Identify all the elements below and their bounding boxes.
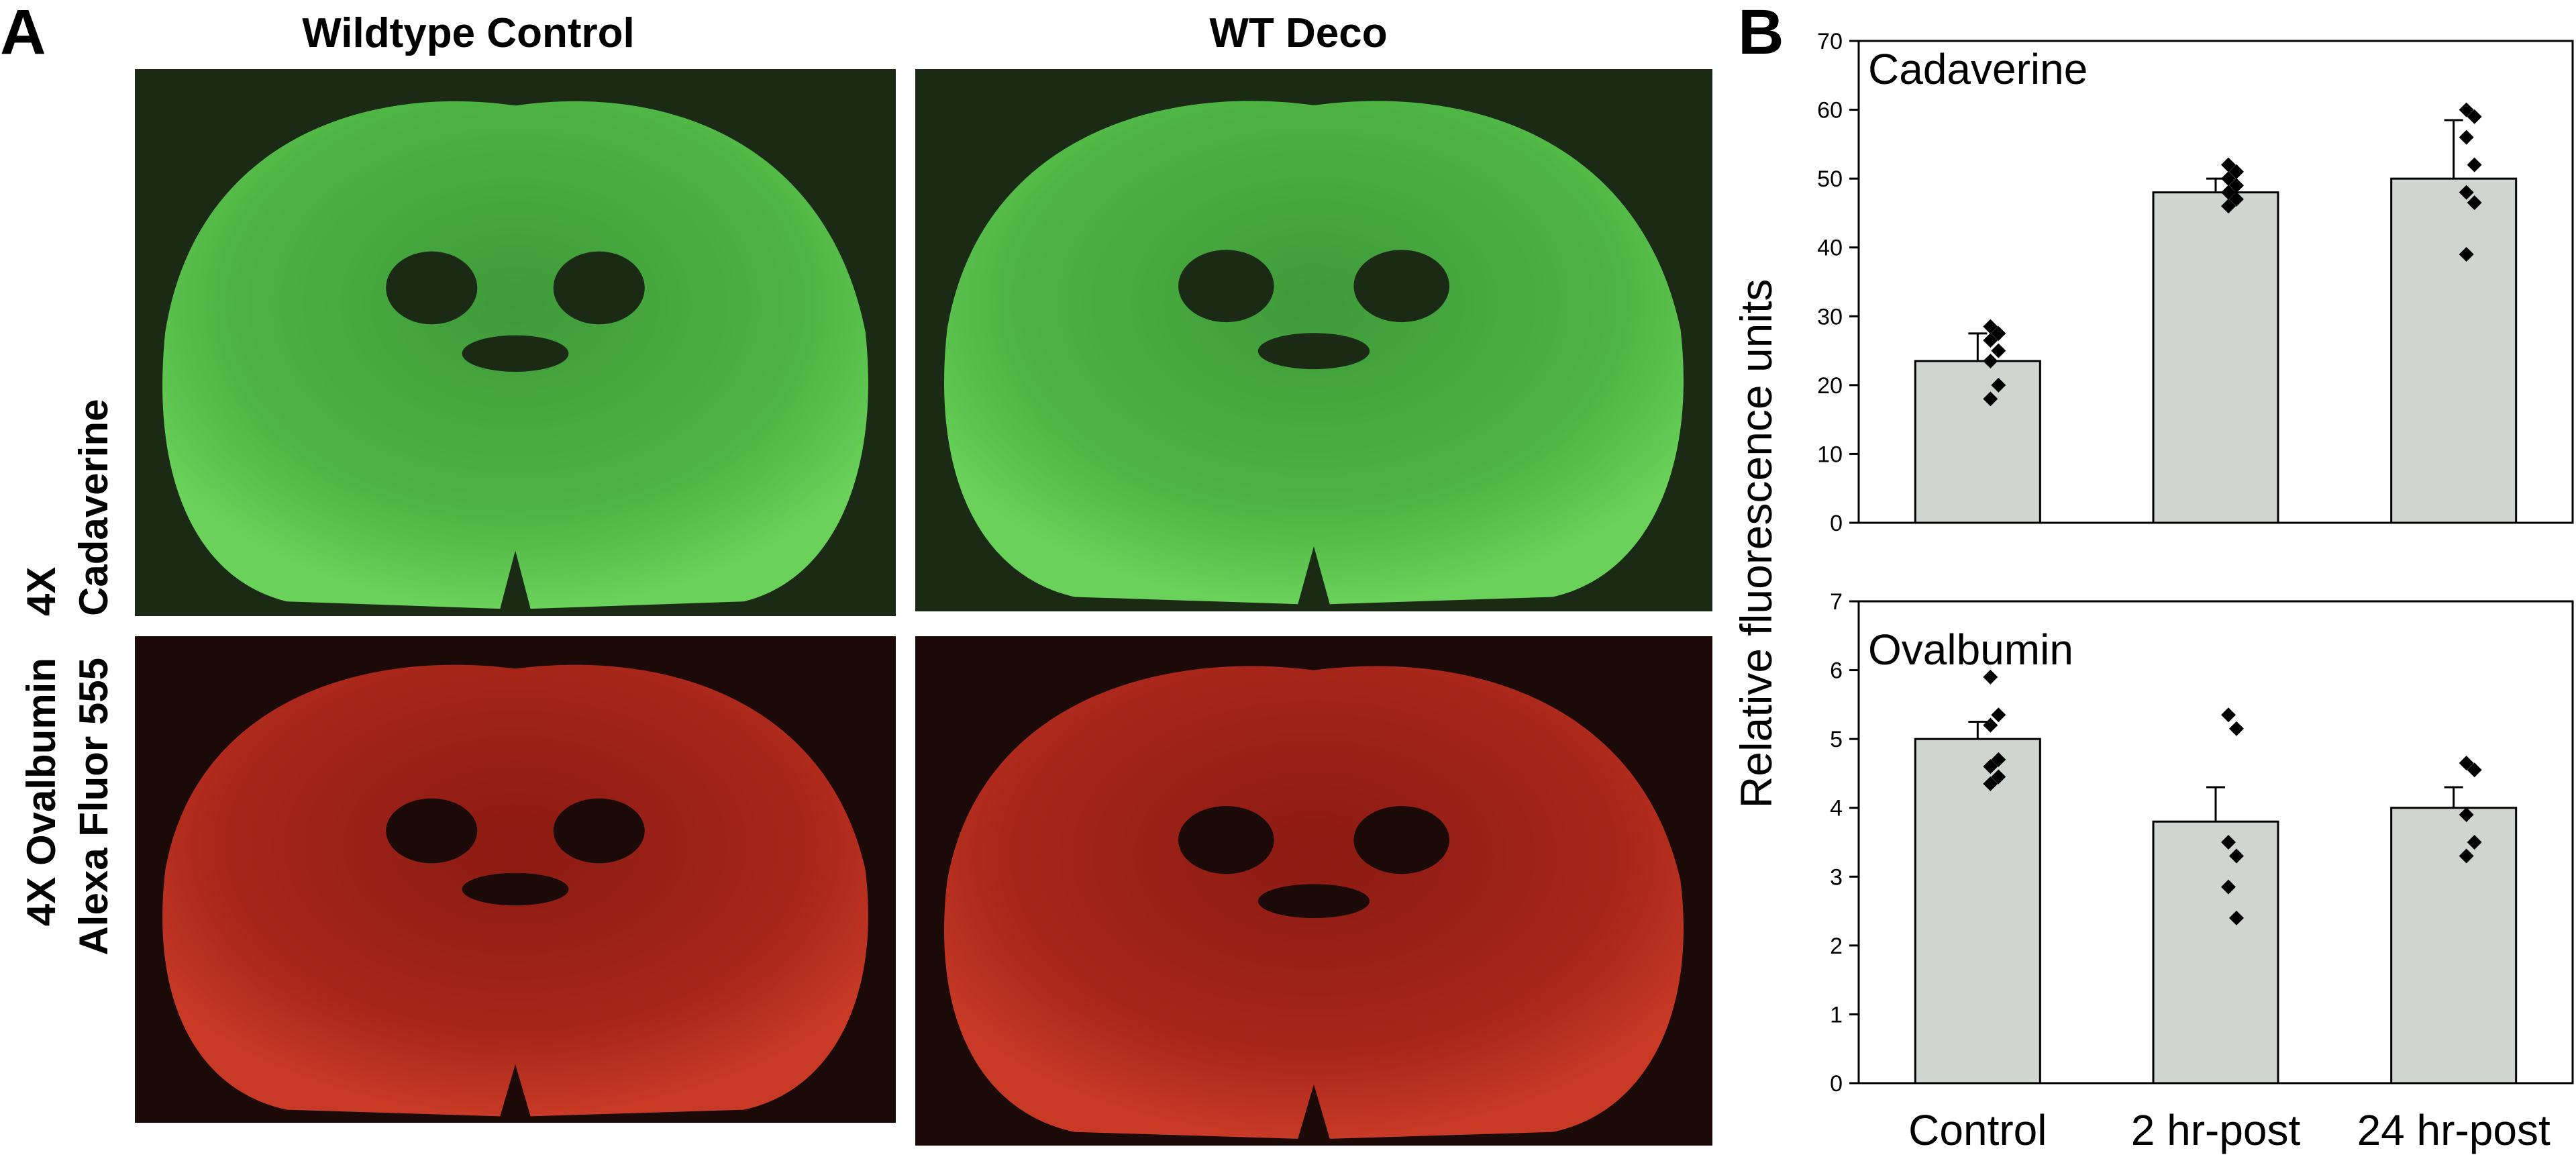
column-title: Wildtype Control [302,10,634,56]
data-point [2467,762,2482,778]
bar [1914,360,2041,524]
micrograph [915,636,1712,1146]
data-point [1991,769,2006,785]
micrograph [915,69,1712,611]
data-point [2467,195,2482,211]
data-point [2459,130,2474,145]
y-tick-label: 40 [1817,236,1843,261]
data-point [2467,157,2482,172]
data-point [1983,353,1998,368]
y-axis-label: Relative fluorescence units [1731,279,1781,809]
data-point [2221,171,2236,187]
data-point [2229,721,2244,736]
data-point [1983,759,1998,774]
data-point [2221,835,2236,850]
y-tick-label: 1 [1830,1002,1843,1027]
y-tick-label: 50 [1817,166,1843,192]
micrograph [135,69,896,616]
data-point [2459,756,2474,771]
row-label: Alexa Fluor 555 [71,658,116,956]
panel-label: B [1738,0,1784,68]
data-point [2229,178,2244,193]
x-tick-label: Control [1908,1106,2047,1154]
data-point [1983,333,1998,348]
row-label: Cadaverine [71,399,116,617]
data-point [2459,185,2474,200]
data-point [2459,807,2474,822]
data-point [2229,848,2244,864]
y-tick-label: 7 [1830,589,1843,615]
row-label: 4X Ovalbumin [19,658,64,926]
y-tick-label: 60 [1817,98,1843,123]
data-point [1991,707,2006,723]
data-point [1983,319,1998,334]
data-point [1983,717,1998,733]
y-tick-label: 10 [1817,442,1843,467]
chart-title: Cadaverine [1868,45,2088,93]
chart-title: Ovalbumin [1868,625,2073,674]
bar [2390,177,2518,524]
y-tick-label: 70 [1817,29,1843,54]
bar [2390,807,2518,1085]
data-point [2459,848,2474,864]
y-tick-label: 0 [1830,511,1843,536]
data-point [1983,776,1998,791]
x-tick-label: 24 hr-post [2357,1106,2551,1154]
data-point [1991,377,2006,393]
row-label: 4X [19,567,64,616]
data-point [2221,199,2236,214]
data-point [2467,835,2482,850]
data-point [1983,391,1998,407]
data-point [2229,191,2244,207]
data-point [2467,109,2482,124]
data-point [1983,669,1998,685]
data-point [2221,157,2236,172]
bar [1914,738,2041,1085]
y-tick-label: 0 [1830,1071,1843,1097]
y-tick-label: 5 [1830,727,1843,752]
panel-label: A [0,0,46,68]
y-tick-label: 20 [1817,373,1843,399]
data-point [2221,707,2236,723]
y-tick-label: 3 [1830,864,1843,890]
column-title: WT Deco [1209,10,1387,56]
data-point [1991,343,2006,358]
y-tick-label: 4 [1830,796,1843,821]
x-tick-label: 2 hr-post [2131,1106,2301,1154]
micrograph [135,636,896,1123]
data-point [1991,325,2006,341]
bar [2152,820,2279,1085]
data-point [2221,879,2236,895]
y-tick-label: 30 [1817,304,1843,330]
y-tick-label: 2 [1830,934,1843,959]
bar [2152,191,2279,524]
data-point [2229,910,2244,925]
data-point [2229,164,2244,179]
data-point [2221,185,2236,200]
y-tick-label: 6 [1830,658,1843,684]
data-point [2459,102,2474,117]
data-point [2459,246,2474,262]
data-point [1991,752,2006,767]
